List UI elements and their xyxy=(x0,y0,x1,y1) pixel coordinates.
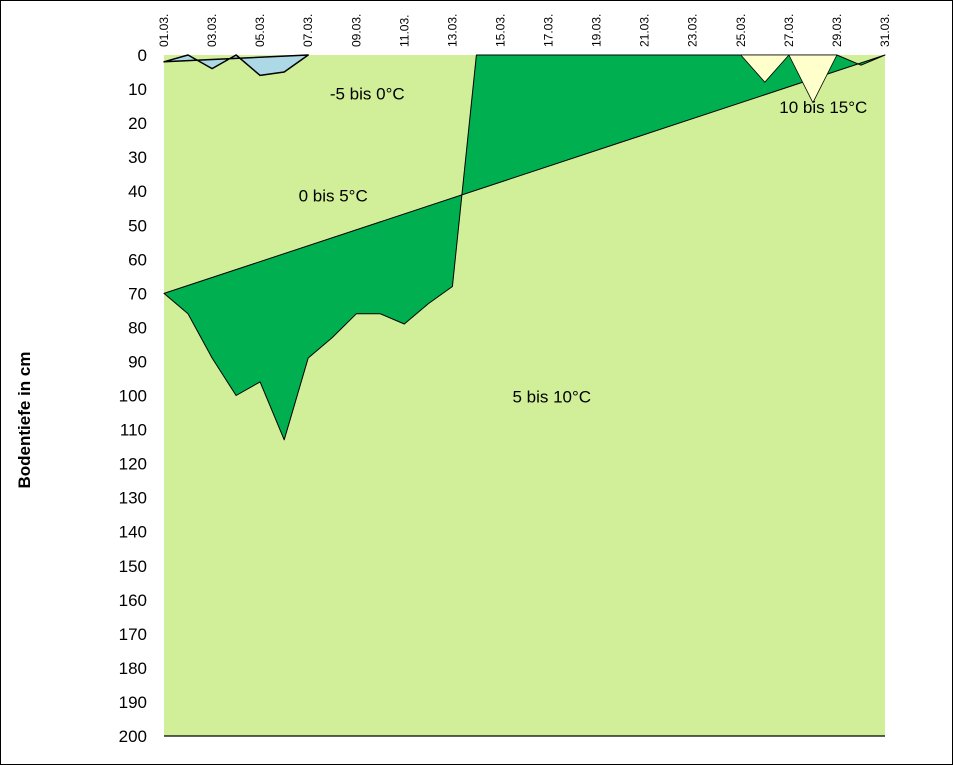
x-tick-label: 05.03. xyxy=(253,14,267,47)
y-tick-label: 160 xyxy=(119,591,147,610)
zone-label-neg5-to-0: -5 bis 0°C xyxy=(330,84,405,103)
x-tick-label: 01.03. xyxy=(157,14,171,47)
y-tick-label: 40 xyxy=(128,182,147,201)
x-tick-label: 15.03. xyxy=(493,14,507,47)
y-tick-label: 130 xyxy=(119,489,147,508)
y-tick-label: 170 xyxy=(119,625,147,644)
zone-neg5-to-0-area xyxy=(163,54,309,77)
y-tick-label: 120 xyxy=(119,455,147,474)
y-tick-label: 10 xyxy=(128,80,147,99)
y-tick-label: 110 xyxy=(120,421,147,440)
x-tick-label: 31.03. xyxy=(878,14,892,47)
y-tick-label: 150 xyxy=(119,557,147,576)
y-tick-label: 70 xyxy=(128,284,147,303)
x-tick-label: 09.03. xyxy=(349,14,363,47)
y-tick-label: 190 xyxy=(119,693,147,712)
y-tick-label: 100 xyxy=(119,387,147,406)
y-tick-label: 200 xyxy=(119,727,147,746)
zone-10-to-15-area xyxy=(740,54,838,104)
y-tick-label: 60 xyxy=(128,250,147,269)
zone-labels: -5 bis 0°C 0 bis 5°C 5 bis 10°C 10 bis 15°C xyxy=(299,84,868,406)
x-tick-label: 11.03. xyxy=(397,15,411,47)
x-tick-label: 19.03. xyxy=(590,14,604,47)
y-tick-label: 90 xyxy=(128,352,147,371)
y-axis-ticks: 0 10 20 30 40 50 60 70 80 90 100 110 120 130 140 150 160… xyxy=(119,46,147,746)
y-tick-label: 180 xyxy=(119,659,147,678)
x-axis-ticks: 01.03. 03.03. 05.03. 07.03. 09.03. 11.03. 13.0… xyxy=(157,14,892,47)
y-tick-label: 140 xyxy=(119,523,147,542)
x-tick-label: 27.03. xyxy=(782,14,796,47)
y-tick-label: 50 xyxy=(128,216,147,235)
x-tick-label: 23.03. xyxy=(686,14,700,47)
y-tick-label: 30 xyxy=(128,148,147,167)
zone-label-5-to-10: 5 bis 10°C xyxy=(512,387,591,406)
x-tick-label: 07.03. xyxy=(301,14,315,47)
x-tick-label: 13.03. xyxy=(445,14,459,47)
x-tick-label: 21.03. xyxy=(638,14,652,47)
zone-label-10-to-15: 10 bis 15°C xyxy=(779,98,867,117)
y-tick-label: 80 xyxy=(128,318,147,337)
x-tick-label: 29.03. xyxy=(830,14,844,47)
x-tick-label: 25.03. xyxy=(734,14,748,47)
y-tick-label: 0 xyxy=(138,46,147,65)
x-tick-label: 17.03. xyxy=(542,14,556,47)
zone-0-to-5-area xyxy=(163,54,886,441)
x-tick-label: 03.03. xyxy=(205,14,219,47)
plot-area xyxy=(163,54,886,737)
y-axis-label: Bodentiefe in cm xyxy=(15,352,34,489)
y-tick-label: 20 xyxy=(128,114,147,133)
zone-label-0-to-5: 0 bis 5°C xyxy=(299,186,368,205)
